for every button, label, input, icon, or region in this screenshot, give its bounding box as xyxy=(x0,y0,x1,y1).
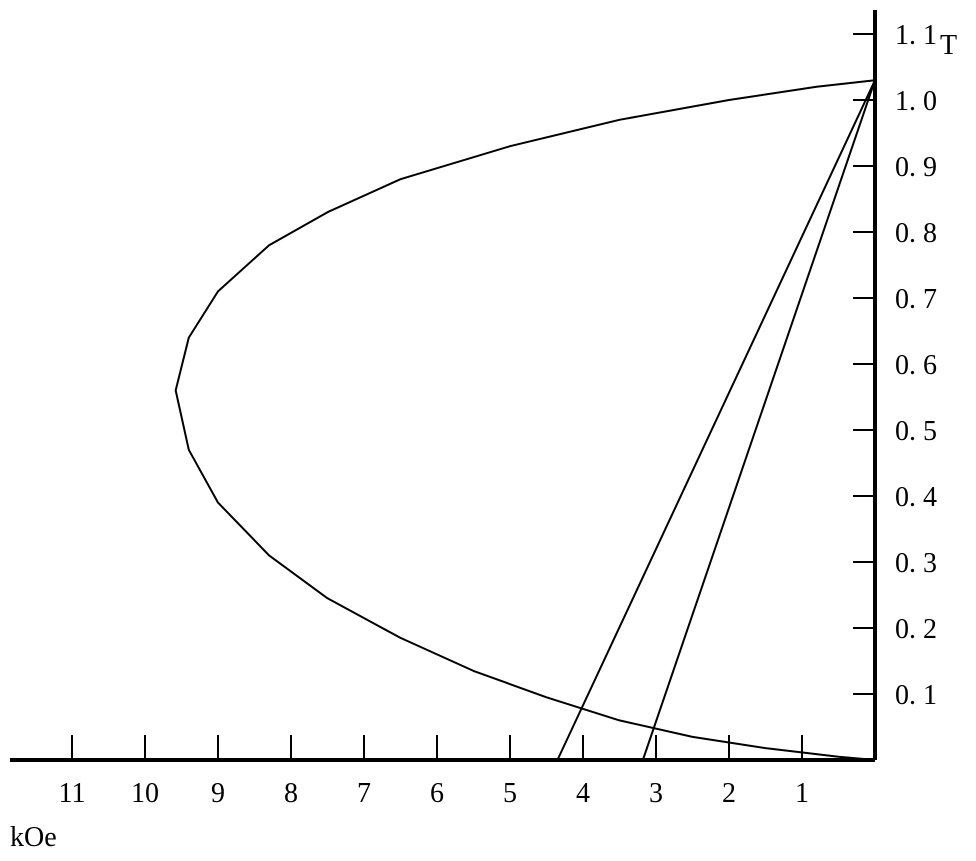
demagnetization-curve xyxy=(176,80,875,760)
y-tick-label: 0. 3 xyxy=(895,548,937,579)
x-tick-label: 4 xyxy=(576,778,590,809)
load-line-2 xyxy=(643,80,875,760)
chart-svg: 11 10 9 8 7 6 5 4 3 2 1 1. 1 1. 0 0. 9 0. 8 0. 7 0. 6 0. … xyxy=(0,0,976,861)
x-tick-label: 8 xyxy=(284,778,298,809)
bh-chart: 11 10 9 8 7 6 5 4 3 2 1 1. 1 1. 0 0. 9 0. 8 0. 7 0. 6 0. … xyxy=(0,0,976,861)
x-tick-label: 7 xyxy=(357,778,371,809)
y-tick-label: 1. 0 xyxy=(895,86,937,117)
x-tick-label: 10 xyxy=(131,778,159,809)
x-tick-label: 6 xyxy=(430,778,444,809)
x-tick-label: 2 xyxy=(722,778,736,809)
y-tick-label: 1. 1 xyxy=(895,20,937,51)
y-tick-label: 0. 1 xyxy=(895,680,937,711)
y-axis-unit-label: T xyxy=(940,30,957,62)
x-tick-label: 3 xyxy=(649,778,663,809)
x-tick-label: 5 xyxy=(503,778,517,809)
y-tick-label: 0. 6 xyxy=(895,350,937,381)
y-tick-label: 0. 7 xyxy=(895,284,937,315)
y-tick-label: 0. 9 xyxy=(895,152,937,183)
y-tick-label: 0. 2 xyxy=(895,614,937,645)
x-axis-unit-label: kOe xyxy=(10,822,57,854)
x-tick-label: 1 xyxy=(795,778,809,809)
y-tick-label: 0. 8 xyxy=(895,218,937,249)
x-tick-label: 9 xyxy=(211,778,225,809)
x-tick-label: 11 xyxy=(59,778,86,809)
load-line-1 xyxy=(557,80,875,760)
y-tick-label: 0. 4 xyxy=(895,482,937,513)
y-tick-label: 0. 5 xyxy=(895,416,937,447)
